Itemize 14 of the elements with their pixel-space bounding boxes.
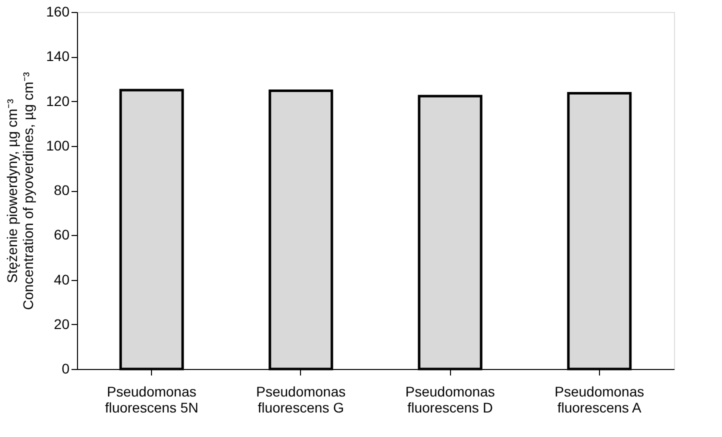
y-tick-label: 40 (54, 271, 70, 288)
x-tick-label: Pseudomonas fluorescens 5N (104, 384, 198, 416)
y-tick-label: 160 (46, 4, 70, 20)
y-tick-label: 100 (46, 137, 70, 154)
y-tick-label: 80 (54, 182, 70, 198)
y-tick-label: 60 (54, 226, 70, 243)
x-tick-label: Pseudomonas fluorescens D (405, 384, 495, 416)
y-tick-label: 140 (46, 48, 70, 64)
x-tick-label: Pseudomonas fluorescens A (554, 384, 644, 416)
y-tick-label: 120 (46, 92, 70, 109)
y-tick-label: 0 (62, 360, 70, 376)
y-tick-label: 20 (54, 316, 70, 332)
x-tick-label: Pseudomonas fluorescens G (256, 384, 346, 416)
y-axis-title: Stężenie piowerdyny, µg cm⁻³ Concentration of pyoverdines, µg cm⁻³ (4, 72, 36, 310)
